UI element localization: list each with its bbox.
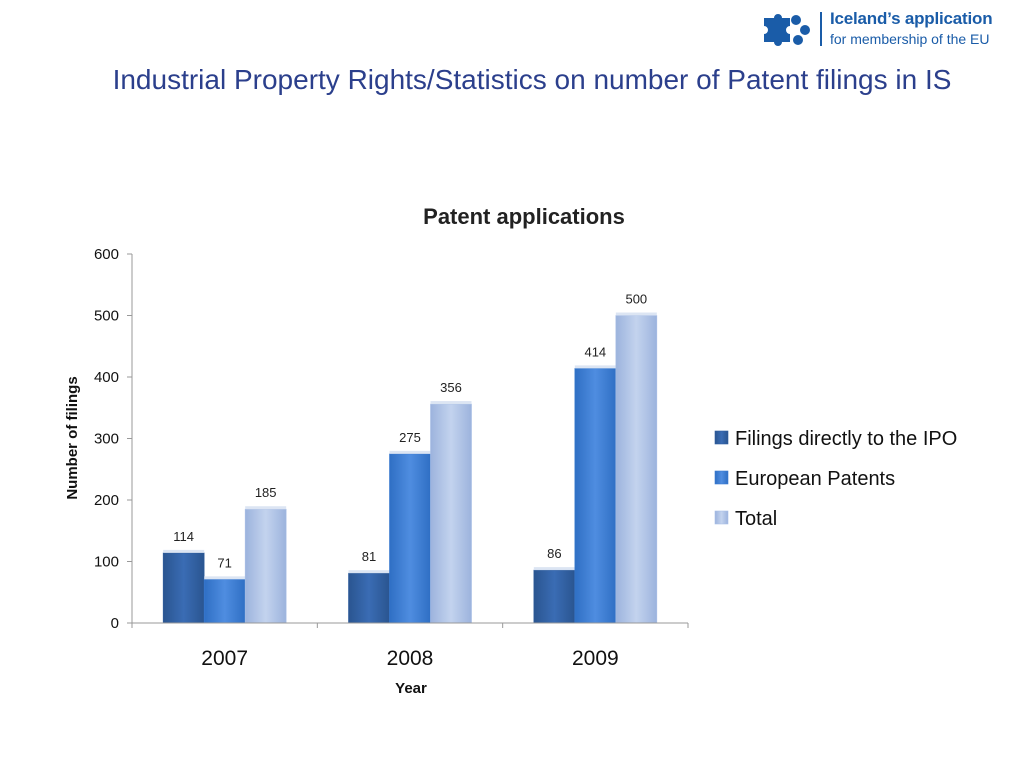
y-tick-label: 0 bbox=[111, 615, 119, 632]
legend-label: European Patents bbox=[735, 468, 895, 490]
bar-top-highlight bbox=[163, 549, 205, 553]
y-tick-label: 200 bbox=[94, 492, 119, 509]
legend: Filings directly to the IPO European Pate… bbox=[714, 428, 957, 530]
legend-swatch bbox=[714, 470, 729, 485]
logo-subtitle: for membership of the EU bbox=[830, 31, 990, 47]
y-tick-label: 300 bbox=[94, 431, 119, 448]
bar-top-highlight bbox=[348, 570, 390, 574]
bar-top-highlight bbox=[615, 312, 657, 316]
bar-top-highlight bbox=[389, 450, 431, 454]
bar-2009-s2 bbox=[615, 315, 658, 624]
bar-top-highlight bbox=[204, 576, 246, 580]
eu-application-logo: Iceland’s application for membership of … bbox=[760, 8, 1016, 50]
legend-label: Filings directly to the IPO bbox=[735, 428, 957, 450]
data-label: 81 bbox=[362, 549, 376, 564]
data-label: 71 bbox=[217, 555, 231, 570]
bar-2007-s2 bbox=[244, 508, 287, 624]
y-axis-ticks: 0 100 200 300 400 500 600 bbox=[94, 246, 132, 632]
y-axis-label: Number of filings bbox=[64, 376, 81, 499]
bar-2009-s1 bbox=[574, 368, 617, 624]
x-axis-label: Year bbox=[395, 680, 427, 697]
bar-series: 114 71 185 81 275 356 86 414 500 bbox=[162, 292, 658, 624]
data-label: 185 bbox=[255, 485, 277, 500]
y-tick-label: 100 bbox=[94, 554, 119, 571]
data-label: 414 bbox=[584, 344, 606, 359]
legend-swatch bbox=[714, 430, 729, 445]
bar-top-highlight bbox=[533, 567, 575, 571]
bar-top-highlight bbox=[574, 365, 616, 369]
bar-2008-s2 bbox=[430, 403, 472, 624]
x-tick-label: 2009 bbox=[572, 647, 619, 670]
bar-2008-s1 bbox=[389, 453, 431, 624]
data-label: 356 bbox=[440, 380, 462, 395]
y-tick-label: 500 bbox=[94, 308, 119, 325]
legend-swatch bbox=[714, 510, 729, 525]
bar-2007-s0 bbox=[162, 552, 205, 624]
x-tick-label: 2008 bbox=[387, 647, 434, 670]
bar-top-highlight bbox=[430, 401, 472, 405]
data-label: 114 bbox=[173, 529, 194, 544]
x-axis-ticks: 2007 2008 2009 bbox=[131, 623, 689, 670]
data-label: 275 bbox=[399, 430, 421, 445]
x-tick-label: 2007 bbox=[201, 647, 248, 670]
bar-2008-s0 bbox=[348, 572, 390, 624]
bar-top-highlight bbox=[245, 506, 287, 510]
y-tick-label: 600 bbox=[94, 246, 119, 263]
legend-label: Total bbox=[735, 508, 777, 530]
bar-2007-s1 bbox=[203, 579, 246, 624]
data-label: 500 bbox=[625, 292, 647, 307]
bar-2009-s0 bbox=[533, 569, 576, 624]
puzzle-logo-icon bbox=[764, 14, 810, 46]
y-tick-label: 400 bbox=[94, 369, 119, 386]
logo-divider bbox=[820, 12, 822, 46]
data-label: 86 bbox=[547, 546, 561, 561]
chart-title: Patent applications bbox=[423, 204, 625, 229]
slide-title: Industrial Property Rights/Statistics on… bbox=[112, 64, 952, 95]
logo-title: Iceland’s application bbox=[830, 9, 993, 28]
